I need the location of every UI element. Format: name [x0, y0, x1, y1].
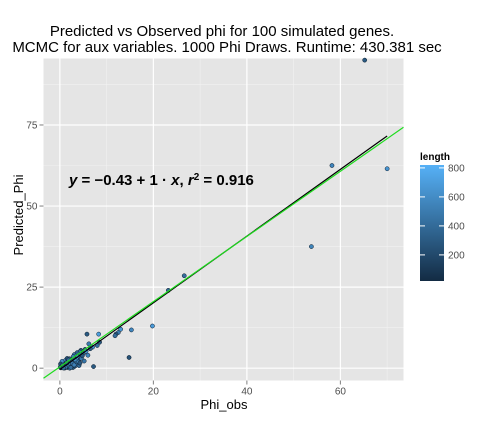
regression-equation: y = −0.43 + 1 · x, r2 = 0.916	[68, 172, 254, 190]
y-tick-label: 50	[26, 202, 38, 213]
data-point	[118, 326, 123, 332]
equation-superscript: 2	[194, 172, 200, 183]
y-tick-label: 25	[26, 283, 38, 294]
x-axis-title: Phi_obs	[201, 397, 248, 412]
y-axis-title: Predicted_Phi	[11, 174, 26, 255]
data-point	[85, 352, 91, 358]
grid-minor	[43, 58, 404, 381]
data-point	[96, 331, 102, 337]
chart-title-line-2: MCMC for aux variables. 1000 Phi Draws. …	[12, 39, 442, 56]
data-point	[362, 57, 368, 63]
data-point	[329, 163, 335, 168]
data-point	[150, 323, 155, 329]
legend-colorbar	[420, 165, 444, 281]
data-point	[112, 333, 118, 339]
y-tick-label: 75	[26, 120, 38, 131]
data-point	[384, 166, 390, 172]
trend-line	[43, 126, 404, 379]
equation-r: r	[188, 172, 195, 189]
data-point	[84, 331, 90, 337]
equation-part-1: = −0.43 + 1 ·	[77, 172, 171, 189]
y-tick-label: 0	[32, 364, 38, 375]
data-point	[126, 355, 132, 360]
legend-tick-label: 400	[448, 221, 465, 232]
equation-x: x	[170, 172, 180, 189]
x-tick-label: 0	[57, 387, 63, 398]
legend-tick-label: 600	[448, 192, 465, 203]
x-tick-label: 40	[241, 387, 253, 398]
legend-tick-label: 800	[448, 163, 465, 174]
data-point	[71, 362, 77, 368]
regression-lines	[43, 126, 404, 379]
legend: length 200 400 600 800	[420, 152, 465, 281]
x-tick-label: 60	[335, 387, 347, 398]
equation-y: y	[68, 172, 78, 189]
x-axis-ticks: 0 20 40 60	[57, 380, 347, 398]
legend-title: length	[420, 152, 450, 163]
data-point	[77, 360, 83, 366]
plot-panel	[43, 58, 404, 381]
data-point	[68, 365, 74, 370]
data-point	[91, 364, 96, 369]
data-point	[129, 327, 134, 333]
y-axis-ticks: 0 25 50 75	[26, 120, 44, 375]
data-point	[181, 273, 187, 279]
data-point	[309, 244, 314, 249]
x-tick-label: 20	[148, 387, 160, 398]
legend-ticks: 200 400 600 800	[420, 163, 465, 261]
data-point	[81, 358, 87, 364]
chart-title-line-1: Predicted vs Observed phi for 100 simula…	[50, 23, 394, 40]
equation-part-2: = 0.916	[199, 172, 254, 189]
legend-tick-label: 200	[448, 250, 465, 261]
equation-comma: ,	[180, 172, 188, 189]
